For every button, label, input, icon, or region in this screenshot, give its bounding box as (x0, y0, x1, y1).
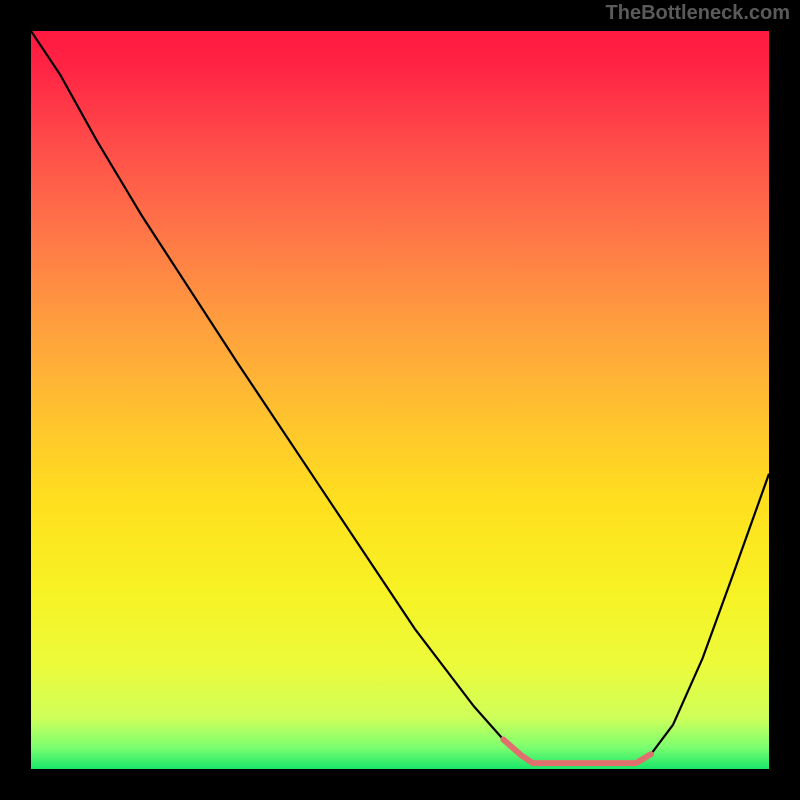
valley-highlight (503, 739, 651, 763)
curve-layer (31, 31, 769, 769)
canvas: TheBottleneck.com (0, 0, 800, 800)
watermark-text: TheBottleneck.com (606, 2, 790, 25)
bottleneck-curve (31, 31, 769, 763)
plot-area (31, 31, 769, 769)
